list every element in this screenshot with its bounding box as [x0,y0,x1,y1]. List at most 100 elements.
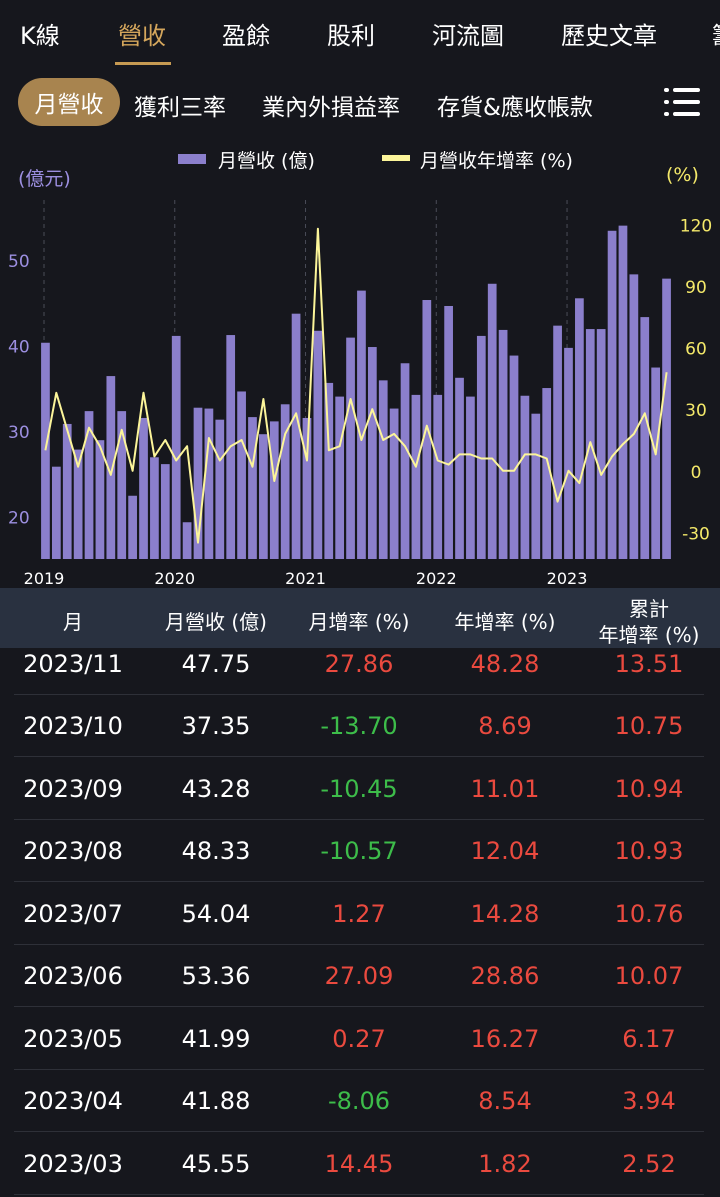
revenue-bar [487,283,497,559]
table-row[interactable]: 2023/03 45.55 14.45 1.82 2.52 [0,1133,720,1195]
table-row[interactable]: 2023/06 53.36 27.09 28.86 10.07 [0,945,720,1007]
revenue-bar [400,363,410,559]
cell-month: 2023/06 [23,962,123,990]
cell-mom: 1.27 [332,900,386,928]
cell-yoy: 28.86 [470,962,540,990]
cell-mom: -8.06 [327,1087,391,1115]
cell-month: 2023/09 [23,775,123,803]
table-row[interactable]: 2023/08 48.33 -10.57 12.04 10.93 [0,820,720,882]
revenue-bar [324,382,334,559]
right-axis-tick: 0 [691,463,702,483]
cell-mom: -10.57 [320,837,398,865]
cell-cumulative-yoy: 10.94 [614,775,684,803]
legend-revenue-label: 月營收 (億) [218,150,315,172]
revenue-bar [259,434,268,559]
revenue-bar [531,413,541,559]
row-divider [14,944,704,945]
revenue-bar [367,347,377,559]
table-row[interactable]: 2023/11 47.75 27.86 48.28 13.51 [0,633,720,695]
revenue-bar [389,408,399,559]
cell-yoy: 48.28 [470,650,540,678]
revenue-bar [509,355,519,559]
row-divider [14,1194,704,1195]
revenue-bar [553,325,562,559]
revenue-bar [73,449,83,559]
revenue-bar [193,407,203,559]
revenue-chart[interactable]: 20 30 40 50 120 90 60 30 0 -30 2019 2020 2021 2022 202… [0,190,720,588]
subtab-non-operating-ratio[interactable]: 業內外損益率 [262,95,400,121]
cell-cumulative-yoy: 13.51 [614,650,684,678]
left-axis-unit: (億元) [18,168,71,190]
right-axis-tick: 90 [685,278,707,298]
revenue-bar [618,225,628,559]
revenue-bar [542,388,552,559]
revenue-bar [564,347,573,559]
list-menu-icon[interactable] [664,88,700,116]
header-cumulative-yoy: 年增率 (%) [598,623,700,647]
header-revenue: 月營收 (億) [165,610,267,634]
revenue-bar [237,391,246,559]
row-divider [14,881,704,882]
cell-yoy: 14.28 [470,900,540,928]
row-divider [14,1006,704,1007]
table-row[interactable]: 2023/04 41.88 -8.06 8.54 3.94 [0,1070,720,1132]
right-axis-unit: (%) [666,164,699,186]
revenue-bar [313,330,323,559]
revenue-bar [575,298,584,559]
table-row[interactable]: 2023/09 43.28 -10.45 11.01 10.94 [0,758,720,820]
top-tab-bar: K線 營收 盈餘 股利 河流圖 歷史文章 籌 [0,0,720,68]
subtab-profit-ratios[interactable]: 獲利三率 [134,95,226,121]
tab-dividend[interactable]: 股利 [327,22,375,50]
cell-revenue: 43.28 [181,775,251,803]
tab-earnings[interactable]: 盈餘 [222,22,270,50]
revenue-bar [596,329,606,559]
cell-cumulative-yoy: 6.17 [622,1025,676,1053]
subtab-inventory-receivables[interactable]: 存貨&應收帳款 [437,95,593,121]
cell-revenue: 53.36 [181,962,251,990]
subtab-monthly-revenue[interactable]: 月營收 [18,78,120,126]
chart-legend: 月營收 (億) 月營收年增率 (%) [0,146,720,172]
cell-month: 2023/07 [23,900,123,928]
yoy-line [44,227,668,544]
header-cumulative: 累計 [629,597,669,621]
tab-chips[interactable]: 籌 [712,16,720,51]
cell-month: 2023/11 [23,650,123,678]
cell-revenue: 47.75 [181,650,251,678]
revenue-bar [182,522,192,559]
revenue-bar [248,417,257,559]
revenue-bar [378,380,388,559]
cell-month: 2023/03 [23,1150,123,1178]
revenue-bar [651,367,661,559]
table-row[interactable]: 2023/07 54.04 1.27 14.28 10.76 [0,883,720,945]
sub-tab-bar: 月營收 獲利三率 業內外損益率 存貨&應收帳款 [0,74,720,132]
cell-cumulative-yoy: 10.07 [614,962,684,990]
tab-revenue[interactable]: 營收 [118,22,166,50]
tab-river-chart[interactable]: 河流圖 [432,22,504,50]
cell-yoy: 16.27 [470,1025,540,1053]
cell-cumulative-yoy: 10.75 [614,712,684,740]
cell-cumulative-yoy: 10.76 [614,900,684,928]
revenue-bar [520,395,530,559]
tab-kline[interactable]: K線 [20,22,60,50]
revenue-bar [433,394,443,559]
cell-cumulative-yoy: 3.94 [622,1087,676,1115]
tab-history-articles[interactable]: 歷史文章 [561,22,657,50]
revenue-bar [160,464,170,559]
revenue-bar [128,495,137,559]
cell-yoy: 11.01 [470,775,540,803]
right-axis-tick: 120 [680,217,712,237]
row-divider [14,819,704,820]
row-divider [14,694,704,695]
revenue-bar [139,417,148,559]
table-row[interactable]: 2023/05 41.99 0.27 16.27 6.17 [0,1008,720,1070]
table-row[interactable]: 2023/10 37.35 -13.70 8.69 10.75 [0,695,720,757]
revenue-bar [629,274,639,559]
revenue-bar [215,419,225,559]
x-axis-tick: 2022 [416,569,457,588]
legend-bar-swatch [178,154,206,164]
left-axis-tick: 20 [8,508,30,528]
cell-month: 2023/08 [23,837,123,865]
x-axis-tick: 2021 [285,569,326,588]
revenue-bar [662,278,671,559]
legend-line-swatch [382,155,410,161]
